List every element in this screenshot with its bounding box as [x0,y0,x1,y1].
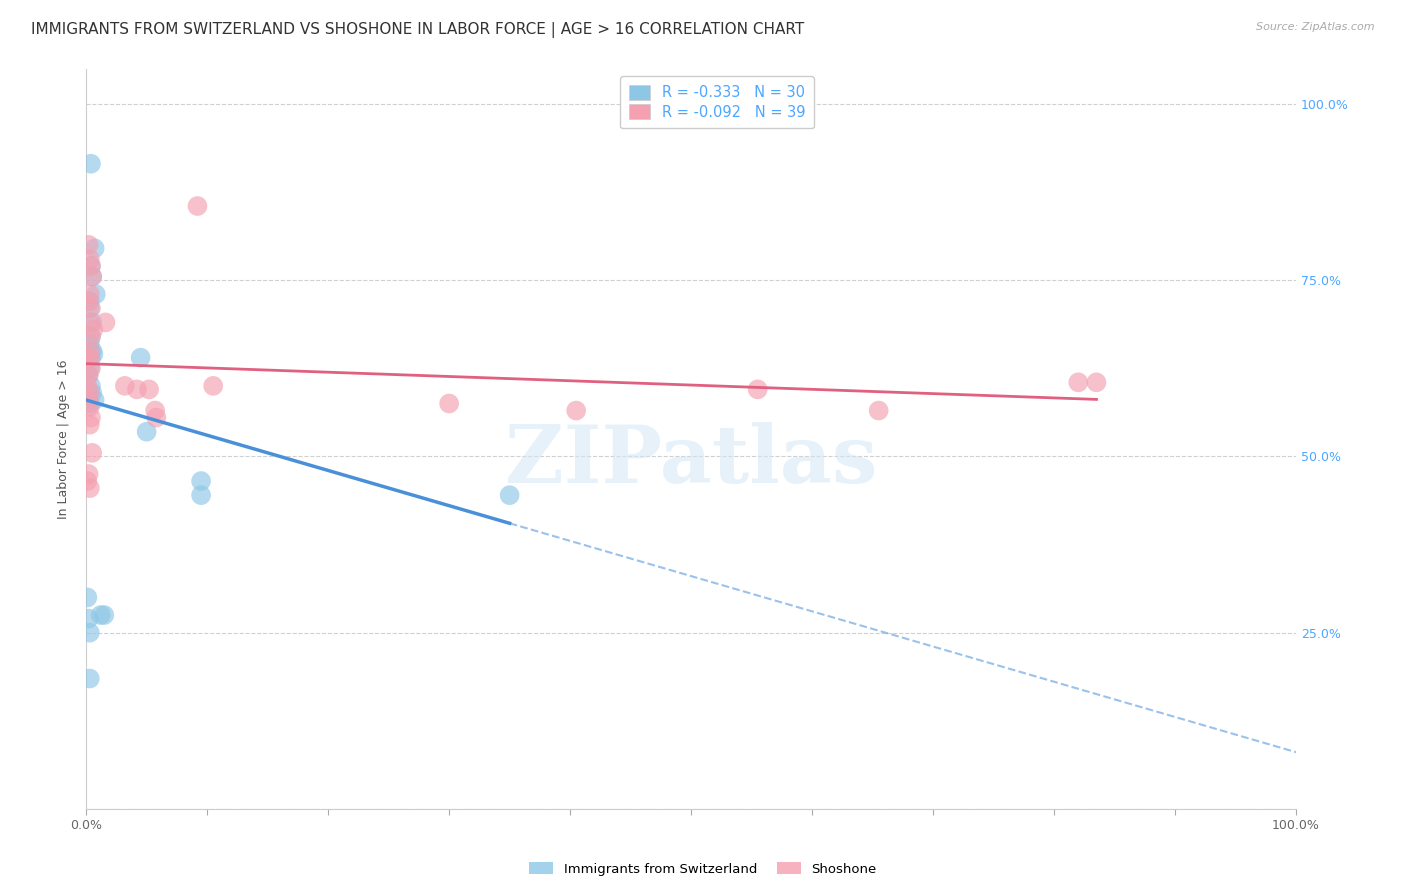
Point [79,400,101,414]
Point [82,347,104,361]
Point [82,269,104,284]
Point [79,287,101,301]
Point [83,241,105,255]
Point [80,410,103,425]
Point [77,611,100,625]
Point [80,259,103,273]
Point [82,269,104,284]
Legend: Immigrants from Switzerland, Shoshone: Immigrants from Switzerland, Shoshone [524,857,882,881]
Text: IMMIGRANTS FROM SWITZERLAND VS SHOSHONE IN LABOR FORCE | AGE > 16 CORRELATION CH: IMMIGRANTS FROM SWITZERLAND VS SHOSHONE … [31,22,804,38]
Point [79,396,101,410]
Point [79,351,101,365]
Point [79,417,101,432]
Point [80,157,103,171]
Point [868,403,890,417]
Point [79,336,101,351]
Point [190,488,212,502]
Point [190,474,212,488]
Point [80,379,103,393]
Point [82,322,104,336]
Point [565,403,588,417]
Point [145,410,167,425]
Point [747,383,769,397]
Text: ZIPatlas: ZIPatlas [505,422,877,500]
Point [90,608,112,623]
Point [84,287,107,301]
Point [80,361,103,376]
Point [77,392,100,407]
Point [79,343,101,358]
Point [79,294,101,309]
Point [79,252,101,266]
Point [77,294,100,309]
Point [77,467,100,481]
Point [80,351,103,365]
Point [94,315,117,329]
Point [186,199,208,213]
Point [76,591,98,605]
Point [135,425,157,439]
Point [76,379,98,393]
Point [79,385,101,400]
Point [498,488,520,502]
Point [79,672,101,686]
Point [79,315,101,329]
Point [80,329,103,343]
Point [80,301,103,316]
Point [202,379,225,393]
Point [80,259,103,273]
Point [129,351,152,365]
Point [83,392,105,407]
Point [138,383,160,397]
Point [80,329,103,343]
Y-axis label: In Labor Force | Age > 16: In Labor Force | Age > 16 [58,359,70,518]
Point [77,237,100,252]
Text: Source: ZipAtlas.com: Source: ZipAtlas.com [1257,22,1375,32]
Point [114,379,136,393]
Point [437,396,460,410]
Point [82,343,104,358]
Point [143,403,166,417]
Point [125,383,148,397]
Point [93,608,115,623]
Point [82,446,104,460]
Point [79,625,101,640]
Legend: R = -0.333   N = 30, R = -0.092   N = 39: R = -0.333 N = 30, R = -0.092 N = 39 [620,76,814,128]
Point [82,315,104,329]
Point [77,368,100,383]
Point [77,368,100,383]
Point [79,301,101,316]
Point [76,474,98,488]
Point [79,361,101,376]
Point [82,385,104,400]
Point [1067,376,1090,390]
Point [1085,376,1108,390]
Point [79,481,101,495]
Point [77,351,100,365]
